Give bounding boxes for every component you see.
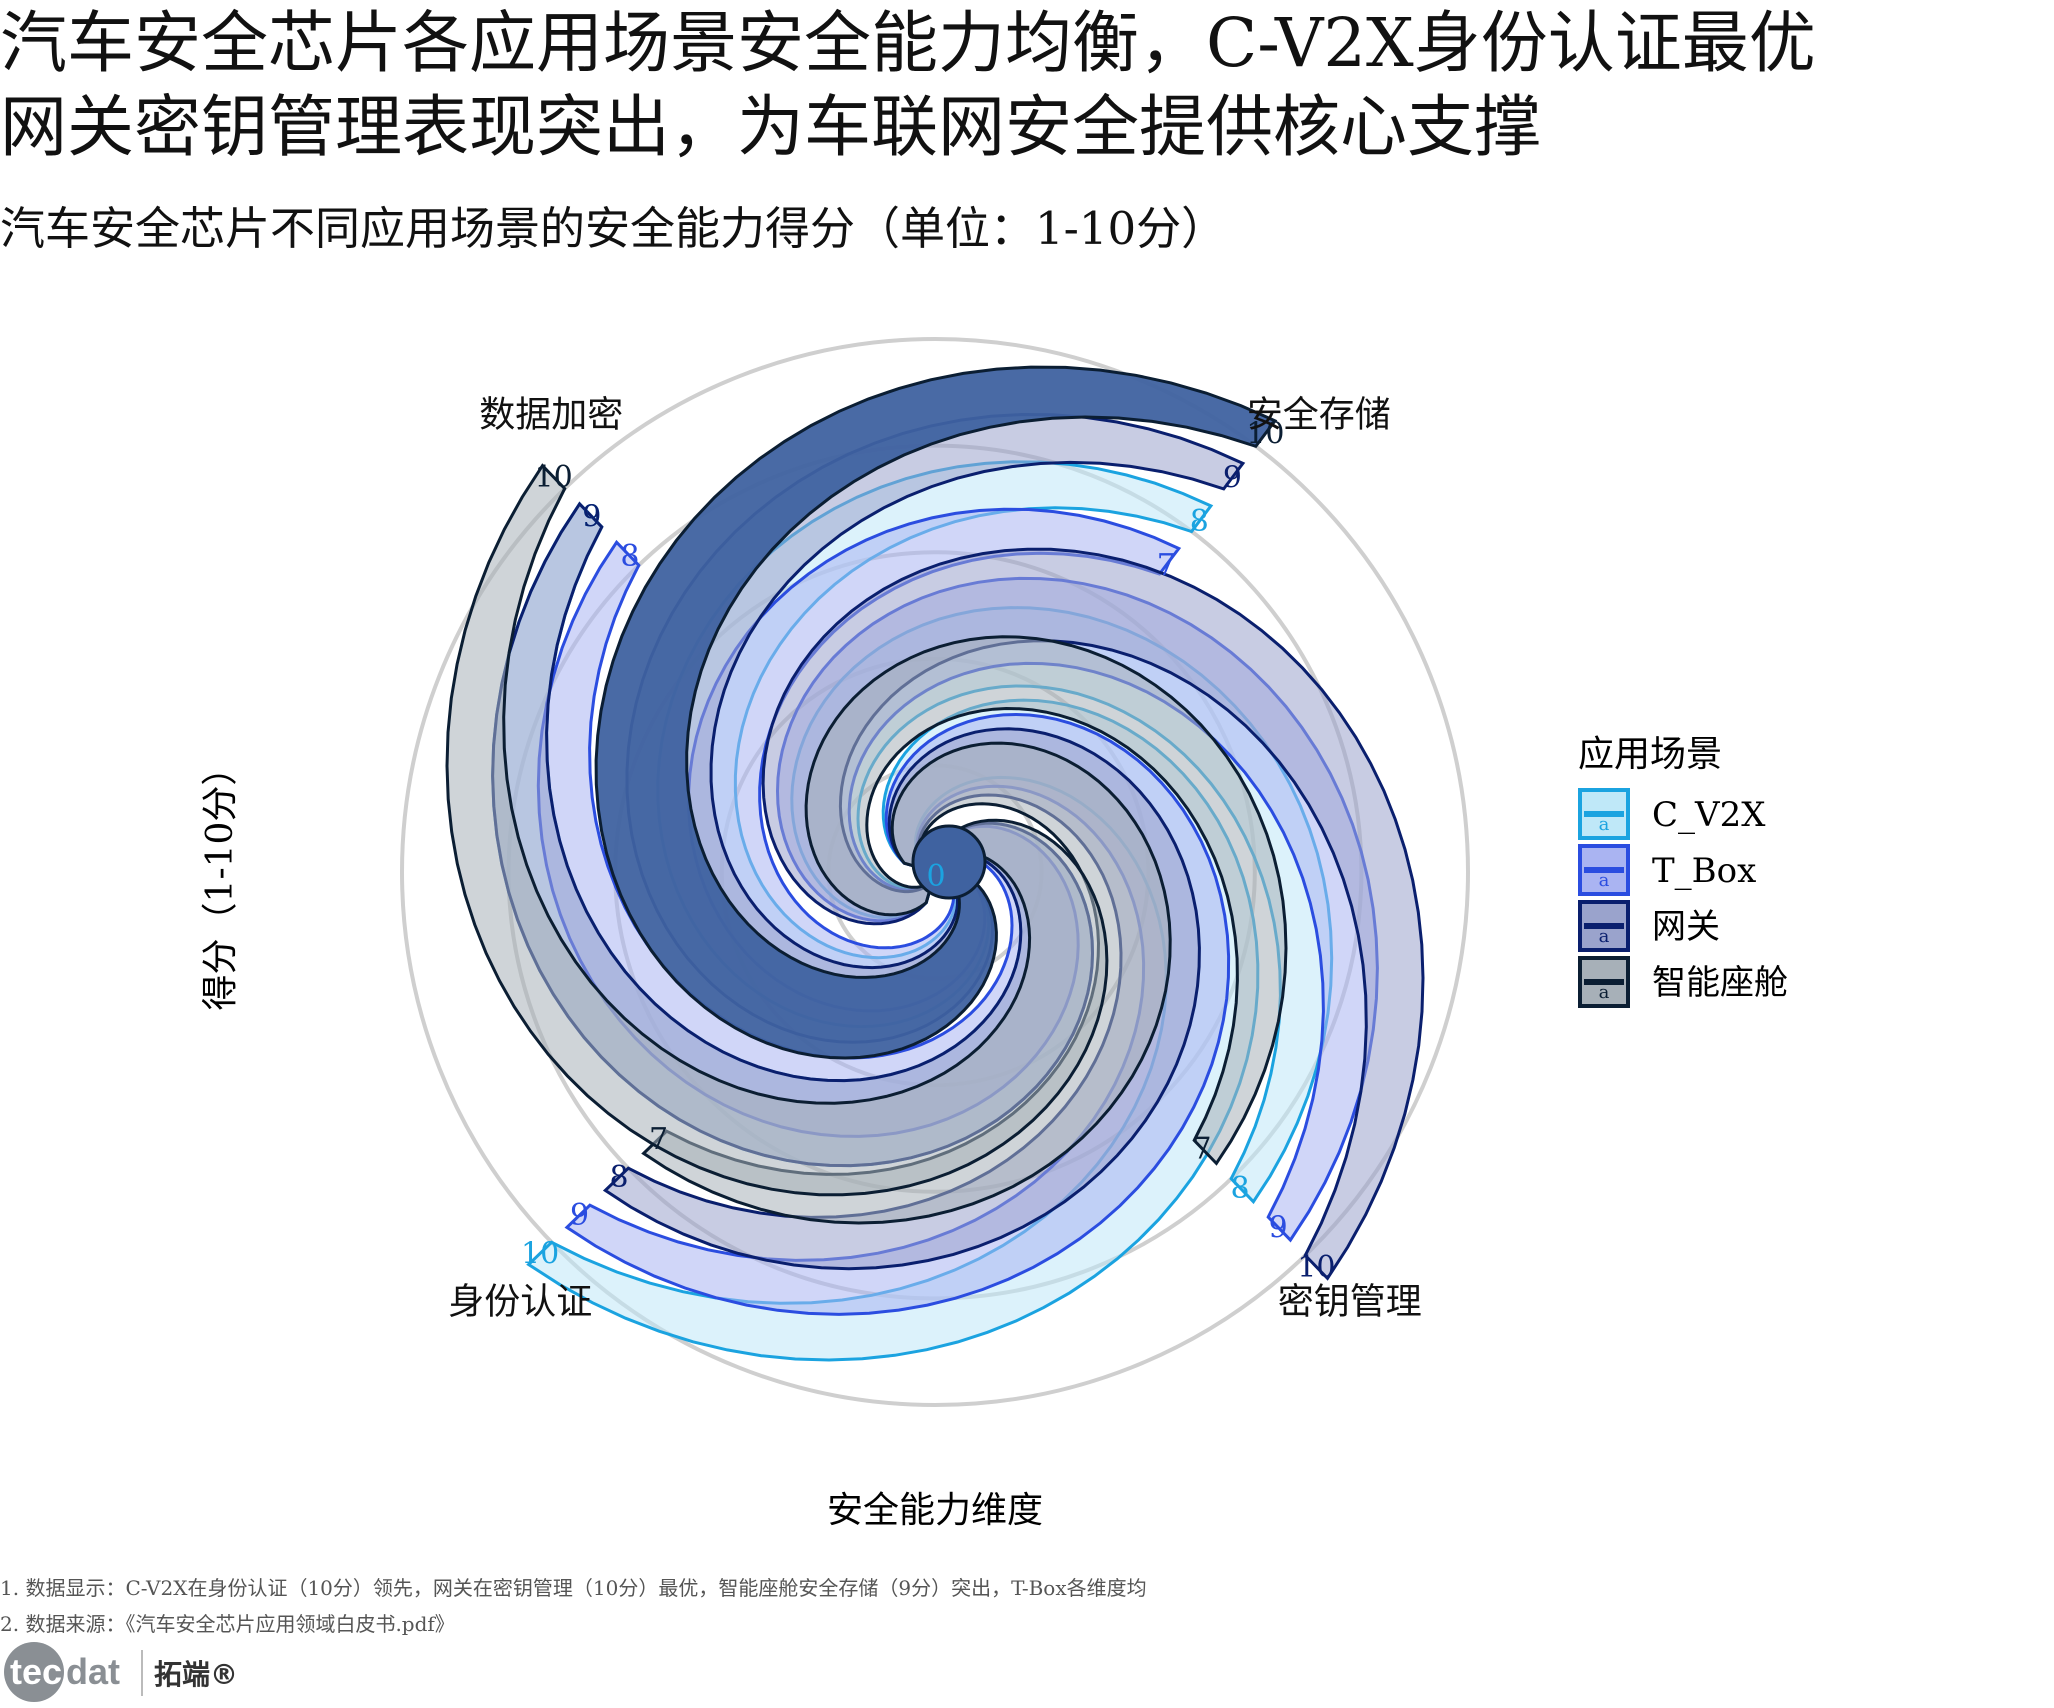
value-label-C_V2X: 9 xyxy=(582,500,601,535)
series-bands xyxy=(445,365,1425,1362)
category-label: 安全存储 xyxy=(1247,395,1391,436)
value-label-T_Box: 8 xyxy=(620,539,639,574)
legend-label: T_Box xyxy=(1652,851,1756,891)
value-label-网关: 10 xyxy=(1297,1250,1335,1285)
value-label-C_V2X: 10 xyxy=(521,1236,559,1271)
polar-chart: 088109799891089107710安全存储密钥管理身份认证数据加密安全能… xyxy=(200,337,1788,1531)
legend-item-网关: a 网关 xyxy=(1578,900,1720,952)
legend-label: C_V2X xyxy=(1652,795,1766,835)
band-智能座舱-安全存储 xyxy=(594,365,1278,1060)
category-label: 身份认证 xyxy=(448,1281,592,1322)
chart-title-line-1: 汽车安全芯片各应用场景安全能力均衡，C-V2X身份认证最优 xyxy=(0,4,1816,82)
value-label-智能座舱: 10 xyxy=(535,460,573,495)
legend-item-智能座舱: a 智能座舱 xyxy=(1578,956,1788,1008)
grid-ring xyxy=(400,337,1470,1407)
series-group-智能座舱 xyxy=(445,365,1288,1225)
legend-swatch-glyph: a xyxy=(1599,926,1610,947)
chart-subtitle: 汽车安全芯片不同应用场景的安全能力得分（单位：1-10分） xyxy=(0,202,1227,255)
value-label-C_V2X: 8 xyxy=(1190,504,1209,539)
chart-title-line-2: 网关密钥管理表现突出，为车联网安全提供核心支撑 xyxy=(0,88,1541,166)
legend-label: 智能座舱 xyxy=(1652,963,1788,1003)
value-label-C_V2X: 8 xyxy=(1231,1171,1250,1206)
logo-brand: 拓端® xyxy=(154,1658,238,1691)
band-智能座舱-密钥管理 xyxy=(804,635,1288,1166)
value-label-T_Box: 7 xyxy=(1157,548,1176,583)
y-axis-title: 得分（1-10分） xyxy=(200,750,241,1011)
value-label-智能座舱: 10 xyxy=(1246,417,1284,452)
center-label: 0 xyxy=(926,859,945,894)
logo-text-tail: dat xyxy=(66,1651,120,1692)
category-label: 数据加密 xyxy=(479,395,623,436)
legend-swatch-glyph: a xyxy=(1599,982,1610,1003)
band-智能座舱-数据加密 xyxy=(445,463,1109,1197)
legend-label: 网关 xyxy=(1652,907,1720,947)
category-label: 密钥管理 xyxy=(1278,1281,1422,1322)
center-blob xyxy=(911,824,987,900)
value-label-智能座舱: 7 xyxy=(1192,1131,1211,1166)
value-label-T_Box: 9 xyxy=(1269,1210,1288,1245)
footnote-2: 2. 数据来源：《汽车安全芯片应用领域白皮书.pdf》 xyxy=(0,1612,455,1636)
logo-text: tec xyxy=(10,1651,62,1692)
value-label-智能座舱: 7 xyxy=(649,1122,668,1157)
value-label-网关: 8 xyxy=(610,1160,629,1195)
legend-swatch-glyph: a xyxy=(1599,870,1610,891)
x-axis-title: 安全能力维度 xyxy=(827,1490,1043,1531)
legend-item-C_V2X: a C_V2X xyxy=(1578,788,1766,840)
value-label-网关: 9 xyxy=(582,500,601,535)
tecdat-logo: tec dat 拓端® xyxy=(4,1642,238,1702)
value-label-网关: 9 xyxy=(1223,460,1242,495)
legend-item-T_Box: a T_Box xyxy=(1578,844,1756,896)
legend-swatch-glyph: a xyxy=(1599,814,1610,835)
legend-title: 应用场景 xyxy=(1578,734,1722,775)
footnote-1: 1. 数据显示：C-V2X在身份认证（10分）领先，网关在密钥管理（10分）最优… xyxy=(0,1576,1147,1600)
logo-circle xyxy=(4,1642,64,1702)
value-label-T_Box: 9 xyxy=(570,1198,589,1233)
